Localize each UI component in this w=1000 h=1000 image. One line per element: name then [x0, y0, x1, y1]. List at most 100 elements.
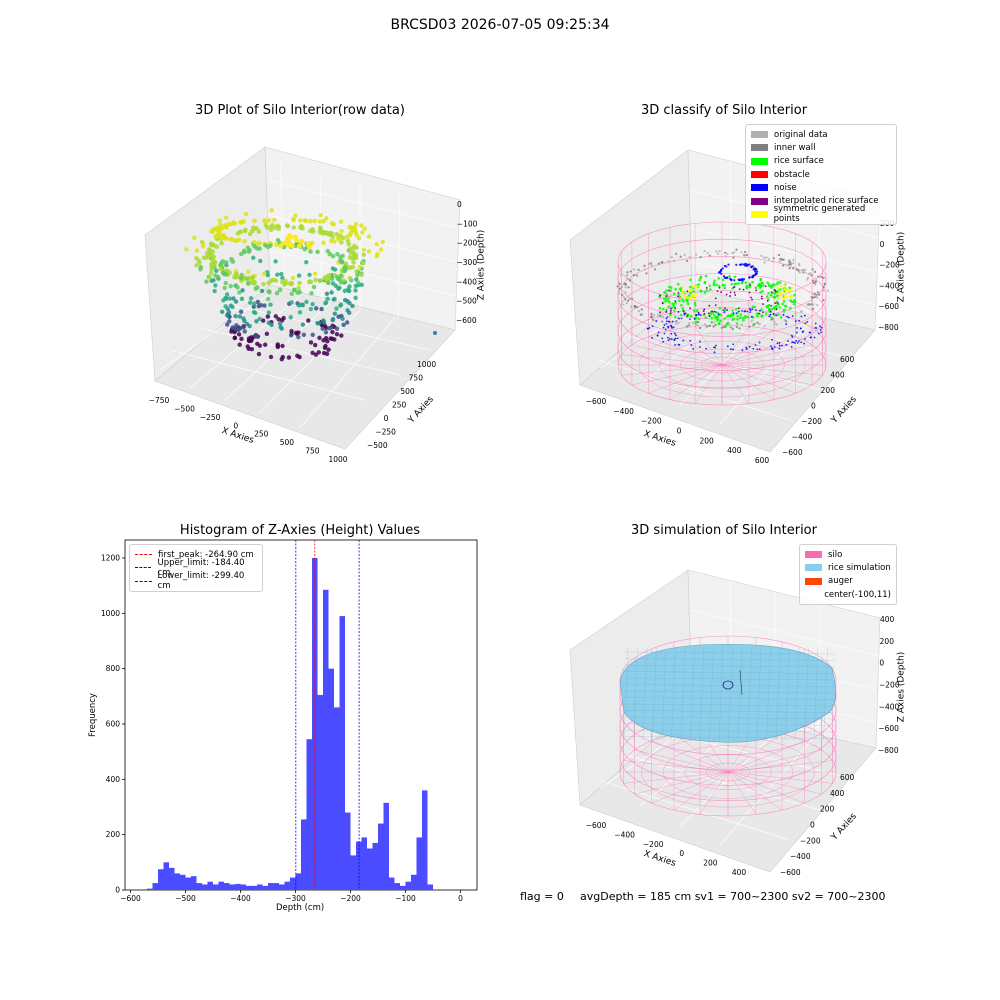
data-point — [310, 229, 316, 234]
data-point — [361, 252, 366, 257]
x-tick-label: 0 — [679, 849, 684, 858]
data-point — [788, 295, 791, 299]
data-point — [308, 340, 314, 345]
data-point — [789, 263, 793, 266]
data-point — [233, 283, 238, 288]
data-point — [818, 293, 821, 296]
data-point — [667, 260, 670, 263]
x-tick-label: 750 — [305, 447, 320, 456]
data-point — [820, 275, 823, 279]
data-point — [224, 215, 229, 220]
data-point — [800, 341, 803, 344]
data-point — [290, 275, 296, 281]
data-point — [650, 312, 653, 315]
rice-surface-gridline — [823, 647, 828, 741]
data-point — [753, 268, 756, 271]
data-point — [624, 286, 627, 289]
data-point — [792, 267, 795, 270]
data-point — [681, 298, 684, 302]
rice-surface-mesh — [619, 643, 836, 743]
data-point — [670, 256, 673, 259]
data-point — [779, 257, 783, 260]
raw-axis-ticks: −750−500−2500250500750100010007505002500… — [149, 200, 478, 464]
data-point — [735, 312, 738, 315]
data-point — [692, 290, 695, 293]
data-point — [266, 310, 272, 315]
data-point — [776, 294, 779, 297]
data-point — [689, 291, 692, 295]
data-point — [717, 284, 721, 288]
y-tick-label: 600 — [840, 355, 855, 364]
data-point — [314, 306, 319, 311]
z-tick-label: 400 — [880, 615, 895, 624]
data-point — [745, 284, 748, 288]
data-point — [782, 313, 785, 316]
data-point — [262, 342, 268, 347]
data-point — [762, 284, 765, 287]
silo-floor-spoke — [694, 364, 723, 404]
legend-line — [135, 554, 152, 556]
z-tick-label: −200 — [879, 681, 900, 690]
data-point — [778, 344, 781, 347]
histogram-title: Histogram of Z-Axies (Height) Values — [179, 523, 421, 538]
data-point — [651, 336, 654, 339]
data-point — [666, 316, 669, 318]
data-point — [804, 338, 806, 340]
data-point — [726, 315, 729, 318]
silo-floor-spoke — [651, 771, 729, 804]
data-point — [717, 271, 721, 274]
data-point — [781, 344, 783, 347]
legend-item: first_peak: -264.90 cm — [135, 548, 257, 561]
data-point — [257, 316, 262, 322]
histogram-bar — [290, 877, 296, 890]
data-point — [366, 249, 372, 254]
data-point — [618, 287, 621, 290]
histogram-bar — [246, 885, 252, 890]
data-point — [708, 284, 712, 288]
simulation-z-axis-label: Z Axies (Depth) — [896, 651, 907, 723]
data-point — [210, 242, 216, 248]
data-point — [674, 301, 677, 305]
data-point — [361, 247, 367, 252]
data-point — [626, 271, 629, 274]
data-point — [274, 242, 279, 247]
data-point — [763, 256, 766, 259]
data-point — [227, 319, 232, 324]
data-point — [777, 297, 780, 300]
data-point — [346, 288, 352, 294]
data-point — [661, 337, 664, 340]
data-point — [693, 309, 696, 313]
data-point — [747, 285, 751, 289]
data-point — [650, 315, 654, 319]
data-point — [243, 227, 248, 233]
histogram-bar — [328, 668, 334, 890]
data-point — [253, 310, 258, 316]
data-point — [222, 285, 227, 291]
data-point — [246, 275, 252, 281]
data-point — [788, 288, 791, 292]
data-point — [685, 259, 689, 262]
data-point — [782, 300, 786, 303]
y-tick-label: −250 — [375, 428, 396, 437]
data-point — [637, 310, 641, 313]
data-point — [279, 271, 284, 277]
data-point — [725, 293, 728, 296]
data-point — [791, 336, 794, 338]
data-point — [288, 315, 293, 320]
data-point — [262, 219, 267, 224]
z-tick-label: 0 — [880, 240, 885, 249]
rice-surface-gridline — [624, 664, 836, 668]
data-point — [728, 323, 731, 327]
data-point — [675, 252, 678, 255]
data-point — [296, 285, 301, 291]
data-point — [244, 321, 250, 327]
data-point — [756, 321, 759, 324]
data-point — [708, 304, 711, 307]
data-point — [715, 283, 718, 286]
silo-floor-spoke — [721, 330, 775, 366]
histogram-bar — [427, 884, 433, 890]
data-point — [718, 306, 722, 310]
data-point — [309, 240, 315, 246]
data-point — [286, 355, 292, 360]
